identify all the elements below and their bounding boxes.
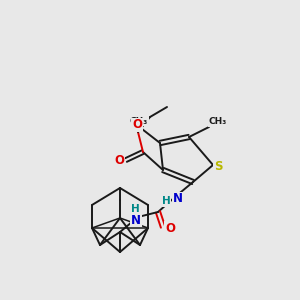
- Text: N: N: [173, 193, 183, 206]
- Text: O: O: [165, 221, 175, 235]
- Text: N: N: [131, 214, 141, 226]
- Text: S: S: [214, 160, 222, 172]
- Text: H: H: [130, 204, 140, 214]
- Text: O: O: [132, 118, 142, 131]
- Text: CH₃: CH₃: [209, 118, 227, 127]
- Text: CH₃: CH₃: [130, 116, 148, 125]
- Text: H: H: [162, 196, 170, 206]
- Text: O: O: [114, 154, 124, 166]
